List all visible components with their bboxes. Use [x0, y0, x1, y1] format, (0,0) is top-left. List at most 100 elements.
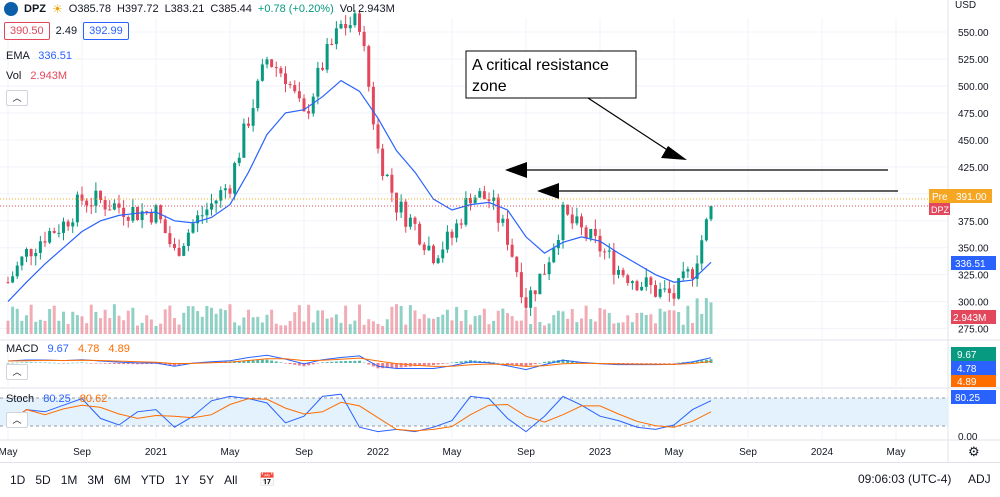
volume-bar: [695, 298, 699, 334]
macd-hist-bar: [677, 362, 681, 364]
macd-hist-bar: [307, 363, 311, 366]
macd-hist-bar: [672, 363, 676, 364]
candle-body: [658, 288, 662, 297]
volume-legend[interactable]: Vol 2.943M: [6, 70, 67, 82]
macd-legend[interactable]: MACD 9.67 4.78 4.89: [6, 343, 130, 355]
volume-bar: [200, 316, 204, 334]
candle-body: [459, 223, 463, 225]
stoch-legend[interactable]: Stoch 80.25 80.62: [6, 393, 107, 405]
resistance-arrows: A critical resistance zone: [465, 50, 898, 199]
timeframe-5y[interactable]: 5Y: [199, 473, 215, 487]
macd-badge-2: [951, 361, 996, 375]
volume-bar: [547, 323, 551, 334]
volume-bar: [432, 318, 435, 334]
candle-body: [543, 273, 546, 275]
currency-label[interactable]: USD: [955, 0, 977, 11]
calendar-icon[interactable]: 📅: [259, 472, 276, 487]
ohlc-low: L383.21: [164, 3, 205, 15]
candle-body: [57, 232, 61, 234]
time-tick-label: May: [887, 447, 906, 458]
sun-icon: ☀: [52, 2, 63, 16]
macd-hist-bar: [75, 362, 79, 364]
volume-bar: [413, 310, 417, 334]
candle-body: [348, 25, 352, 29]
candle-body: [228, 188, 232, 194]
volume-bar: [6, 320, 10, 334]
ema-legend[interactable]: EMA 336.51: [6, 50, 72, 62]
adj-button[interactable]: ADJ: [968, 472, 991, 486]
settings-gear-icon[interactable]: ⚙: [968, 444, 980, 459]
macd-hist-bar: [501, 363, 505, 364]
timeframe-1d[interactable]: 1D: [10, 473, 26, 487]
candle-body: [196, 215, 200, 224]
volume-bar: [145, 315, 149, 334]
candle-body: [686, 269, 690, 272]
macd-hist-bar: [427, 363, 431, 366]
macd-hist-bar: [663, 363, 667, 364]
timeframe-ytd[interactable]: YTD: [140, 473, 165, 487]
macd-hist-bar: [52, 362, 56, 364]
candle-body: [168, 233, 172, 245]
candle-body: [450, 231, 454, 238]
timeframe-5d[interactable]: 5D: [35, 473, 51, 487]
candle-body: [413, 217, 417, 224]
macd-collapse-button[interactable]: ︿: [6, 364, 28, 380]
volume-bar: [358, 304, 361, 334]
timeframe-3m[interactable]: 3M: [87, 473, 105, 487]
candle-body: [177, 247, 181, 256]
candle-body: [441, 249, 445, 259]
stoch-collapse-button[interactable]: ︿: [6, 412, 28, 428]
symbol-header: DPZ ☀ O385.78 H397.72 L383.21 C385.44 +0…: [0, 0, 944, 18]
macd-hist-bar: [543, 361, 546, 363]
macd-hist-bar: [445, 363, 449, 364]
time-axis[interactable]: May Sep 2021 May Sep 2022 May Sep 2023 May Sep 2024…: [0, 447, 905, 458]
volume-bar: [644, 314, 648, 334]
time-tick-label: May: [443, 447, 462, 458]
volume-bar: [580, 318, 583, 334]
macd-hist-bar: [630, 363, 634, 364]
macd-hist-bar: [358, 360, 361, 363]
candle-body: [29, 249, 33, 257]
macd-pane: [6, 354, 713, 371]
pre-badge: [929, 189, 992, 203]
candle-body: [191, 223, 195, 233]
volume-bar: [99, 318, 102, 334]
volume-bar: [404, 324, 408, 334]
callout-arrow: [587, 97, 676, 156]
timeframe-6m[interactable]: 6M: [114, 473, 131, 487]
volume-bar: [251, 317, 255, 334]
volume-bar: [607, 312, 611, 334]
stoch-badge-value: 80.25: [955, 393, 980, 404]
pre-badge-value: 391.00: [956, 192, 987, 203]
bid-button[interactable]: 390.50: [4, 22, 50, 40]
symbol-name[interactable]: DPZ: [24, 3, 46, 15]
symbol-badge: [929, 203, 950, 215]
ema-line: [7, 79, 712, 303]
candle-body: [330, 43, 334, 45]
timeframe-1y[interactable]: 1Y: [174, 473, 190, 487]
candle-body: [427, 245, 431, 251]
stoch-legend-value-2: 80.62: [79, 393, 108, 405]
candle-body: [704, 219, 708, 241]
macd-hist-bar: [48, 362, 52, 364]
macd-hist-bar: [695, 360, 699, 363]
macd-hist-bar: [247, 360, 250, 363]
timeframe-group: 1D 5D 1M 3M 6M YTD 1Y 5Y All: [0, 473, 237, 487]
timeframe-all[interactable]: All: [224, 473, 238, 487]
ohlc-change: +0.78 (+0.20%): [257, 3, 334, 15]
candle-body: [487, 199, 491, 201]
ask-button[interactable]: 392.99: [83, 22, 129, 40]
collapse-legend-button[interactable]: ︿: [6, 90, 28, 106]
volume-bar: [52, 305, 56, 334]
macd-hist-bar: [131, 363, 135, 365]
candle-body: [524, 297, 528, 308]
volume-bar: [302, 321, 306, 334]
volume-bar: [529, 323, 533, 334]
ema-badge: [951, 256, 996, 270]
timeframe-1m[interactable]: 1M: [60, 473, 78, 487]
candle-body: [256, 80, 260, 109]
candle-body: [247, 123, 250, 126]
volume-bar: [510, 316, 514, 334]
volume-bar: [538, 321, 542, 334]
